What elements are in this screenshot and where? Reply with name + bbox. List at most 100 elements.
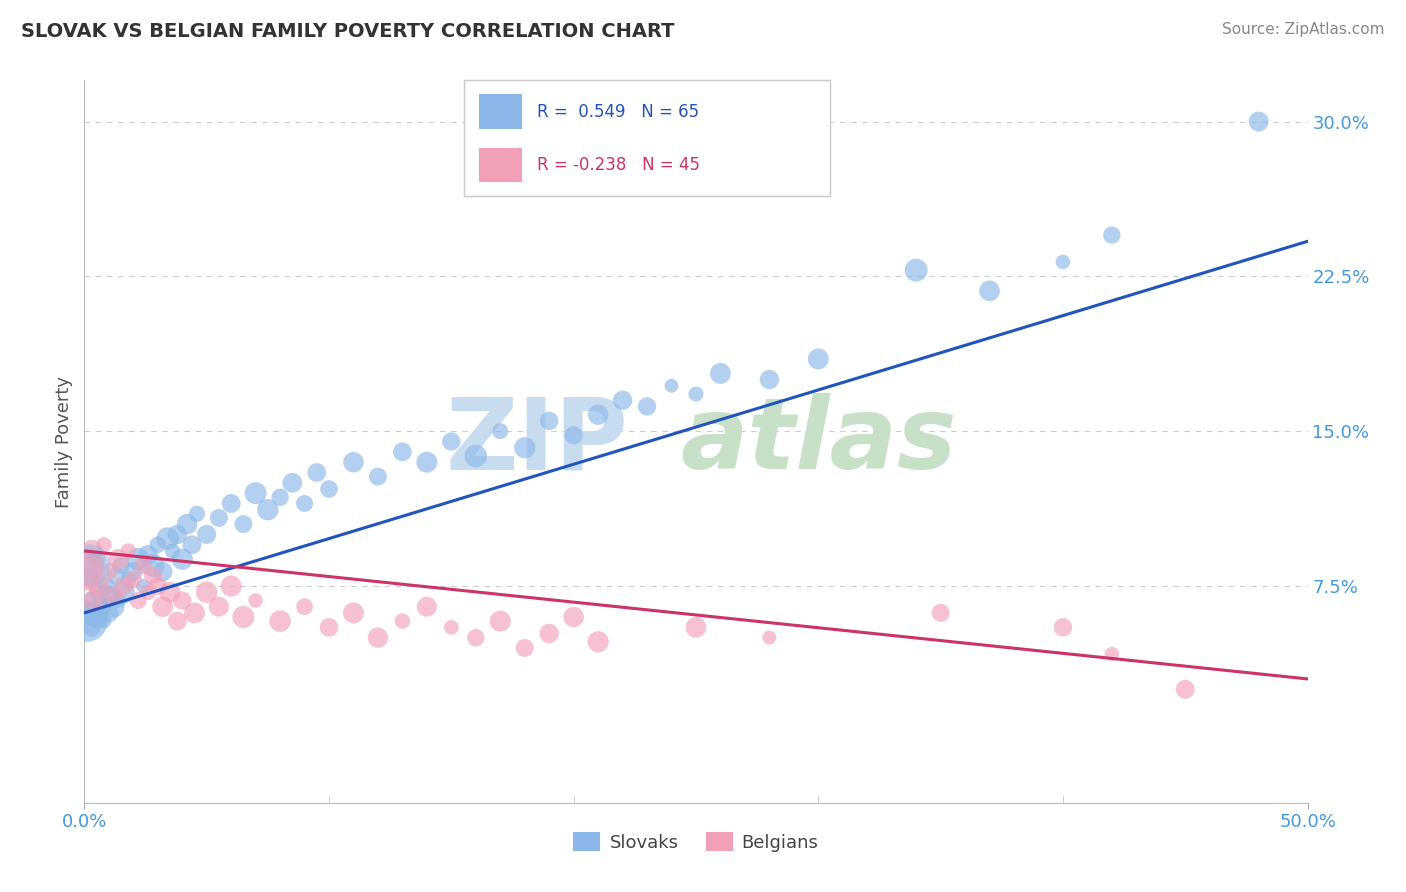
Point	[685, 387, 707, 401]
Point	[103, 599, 125, 614]
Point	[117, 544, 139, 558]
Point	[110, 558, 132, 573]
Point	[513, 441, 536, 455]
Point	[142, 568, 165, 582]
Point	[391, 445, 413, 459]
Point	[269, 614, 291, 628]
Point	[181, 538, 204, 552]
Point	[1101, 647, 1123, 661]
FancyBboxPatch shape	[478, 95, 523, 129]
Point	[103, 590, 125, 604]
Point	[636, 400, 658, 414]
Point	[83, 593, 105, 607]
Point	[142, 558, 165, 573]
Point	[232, 610, 254, 624]
Point	[172, 552, 194, 566]
Point	[367, 469, 389, 483]
Point	[1052, 255, 1074, 269]
Point	[367, 631, 389, 645]
Point	[183, 606, 205, 620]
Point	[416, 455, 439, 469]
Y-axis label: Family Poverty: Family Poverty	[55, 376, 73, 508]
Point	[146, 538, 169, 552]
Text: atlas: atlas	[681, 393, 956, 490]
Point	[219, 579, 242, 593]
Point	[979, 284, 1001, 298]
Point	[105, 568, 128, 582]
Point	[176, 517, 198, 532]
Point	[464, 449, 486, 463]
Point	[1174, 682, 1197, 697]
Point	[538, 414, 561, 428]
Point	[464, 631, 486, 645]
Point	[112, 579, 135, 593]
Point	[80, 620, 103, 634]
Point	[186, 507, 208, 521]
Point	[107, 593, 129, 607]
Point	[93, 538, 115, 552]
Point	[294, 496, 316, 510]
Point	[76, 565, 98, 579]
Point	[83, 593, 105, 607]
Point	[76, 558, 98, 573]
Point	[172, 593, 194, 607]
Point	[513, 640, 536, 655]
Text: R =  0.549   N = 65: R = 0.549 N = 65	[537, 103, 699, 120]
Point	[586, 634, 609, 648]
Point	[245, 486, 267, 500]
Point	[87, 579, 110, 593]
Point	[562, 610, 585, 624]
Point	[136, 548, 159, 562]
Point	[1101, 228, 1123, 243]
Point	[219, 496, 242, 510]
Point	[132, 558, 155, 573]
Point	[709, 367, 731, 381]
Point	[269, 490, 291, 504]
Point	[166, 614, 188, 628]
Point	[90, 599, 112, 614]
Point	[305, 466, 328, 480]
Point	[127, 593, 149, 607]
Point	[86, 610, 108, 624]
Point	[1052, 620, 1074, 634]
Point	[117, 573, 139, 587]
Point	[440, 434, 463, 449]
Point	[86, 552, 108, 566]
Point	[586, 408, 609, 422]
Point	[391, 614, 413, 628]
Text: ZIP: ZIP	[446, 393, 628, 490]
Point	[152, 565, 174, 579]
Point	[807, 351, 830, 366]
Point	[77, 558, 100, 573]
Point	[122, 573, 145, 587]
Point	[416, 599, 439, 614]
Point	[440, 620, 463, 634]
Point	[905, 263, 928, 277]
Point	[758, 631, 780, 645]
Point	[342, 455, 364, 469]
Point	[76, 614, 98, 628]
Point	[97, 606, 120, 620]
Point	[612, 393, 634, 408]
Point	[122, 565, 145, 579]
Point	[245, 593, 267, 607]
Point	[281, 475, 304, 490]
Point	[489, 424, 512, 438]
Point	[77, 573, 100, 587]
Point	[93, 614, 115, 628]
Point	[294, 599, 316, 614]
Point	[208, 511, 231, 525]
Point	[127, 552, 149, 566]
Legend: Slovaks, Belgians: Slovaks, Belgians	[567, 825, 825, 859]
Point	[1247, 114, 1270, 128]
Point	[318, 482, 340, 496]
Point	[538, 626, 561, 640]
Point	[162, 544, 184, 558]
Point	[112, 585, 135, 599]
Text: SLOVAK VS BELGIAN FAMILY POVERTY CORRELATION CHART: SLOVAK VS BELGIAN FAMILY POVERTY CORRELA…	[21, 22, 675, 41]
Point	[318, 620, 340, 634]
Point	[685, 620, 707, 634]
Text: Source: ZipAtlas.com: Source: ZipAtlas.com	[1222, 22, 1385, 37]
Point	[132, 579, 155, 593]
Point	[195, 585, 218, 599]
